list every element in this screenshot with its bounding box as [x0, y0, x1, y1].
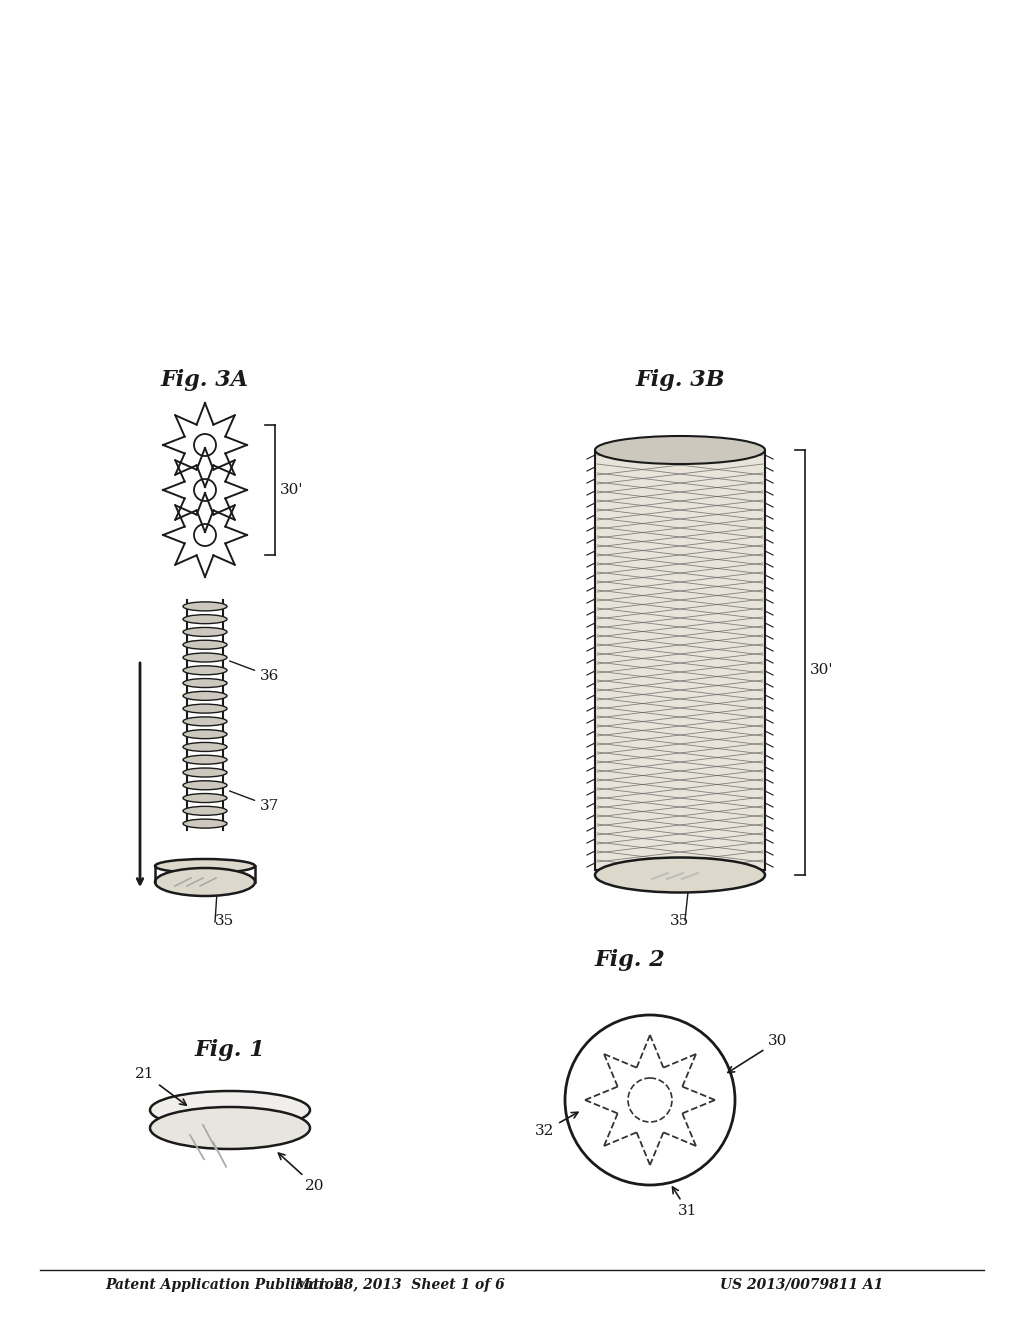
Ellipse shape — [595, 436, 765, 465]
Ellipse shape — [183, 704, 227, 713]
Text: Fig. 3A: Fig. 3A — [161, 370, 249, 391]
Text: 30': 30' — [810, 663, 834, 677]
Ellipse shape — [183, 742, 227, 751]
FancyBboxPatch shape — [595, 450, 765, 870]
Ellipse shape — [183, 653, 227, 663]
Text: 32: 32 — [535, 1113, 578, 1138]
Text: Fig. 2: Fig. 2 — [595, 949, 666, 972]
Ellipse shape — [183, 640, 227, 649]
Text: 36: 36 — [229, 661, 280, 682]
Ellipse shape — [183, 780, 227, 789]
Ellipse shape — [183, 755, 227, 764]
Text: Mar. 28, 2013  Sheet 1 of 6: Mar. 28, 2013 Sheet 1 of 6 — [295, 1278, 506, 1292]
Ellipse shape — [183, 820, 227, 828]
Ellipse shape — [183, 692, 227, 701]
Ellipse shape — [183, 730, 227, 739]
Ellipse shape — [183, 665, 227, 675]
Text: Fig. 1: Fig. 1 — [195, 1039, 265, 1061]
Text: 30: 30 — [728, 1034, 787, 1073]
Ellipse shape — [183, 615, 227, 623]
Ellipse shape — [183, 678, 227, 688]
Ellipse shape — [183, 768, 227, 777]
Text: 21: 21 — [135, 1067, 186, 1105]
Text: 35: 35 — [670, 913, 689, 928]
Text: 30': 30' — [280, 483, 303, 498]
Ellipse shape — [183, 602, 227, 611]
Ellipse shape — [155, 859, 255, 873]
Text: 37: 37 — [229, 791, 280, 813]
Text: 20: 20 — [279, 1154, 325, 1193]
Ellipse shape — [155, 869, 255, 896]
Ellipse shape — [183, 793, 227, 803]
Ellipse shape — [150, 1092, 310, 1129]
Text: Fig. 3B: Fig. 3B — [635, 370, 725, 391]
Text: Patent Application Publication: Patent Application Publication — [105, 1278, 344, 1292]
Ellipse shape — [183, 717, 227, 726]
Text: US 2013/0079811 A1: US 2013/0079811 A1 — [720, 1278, 884, 1292]
Ellipse shape — [183, 807, 227, 816]
Text: 35: 35 — [215, 913, 234, 928]
Ellipse shape — [595, 858, 765, 892]
Ellipse shape — [183, 627, 227, 636]
Text: 31: 31 — [673, 1187, 697, 1218]
Ellipse shape — [150, 1107, 310, 1148]
